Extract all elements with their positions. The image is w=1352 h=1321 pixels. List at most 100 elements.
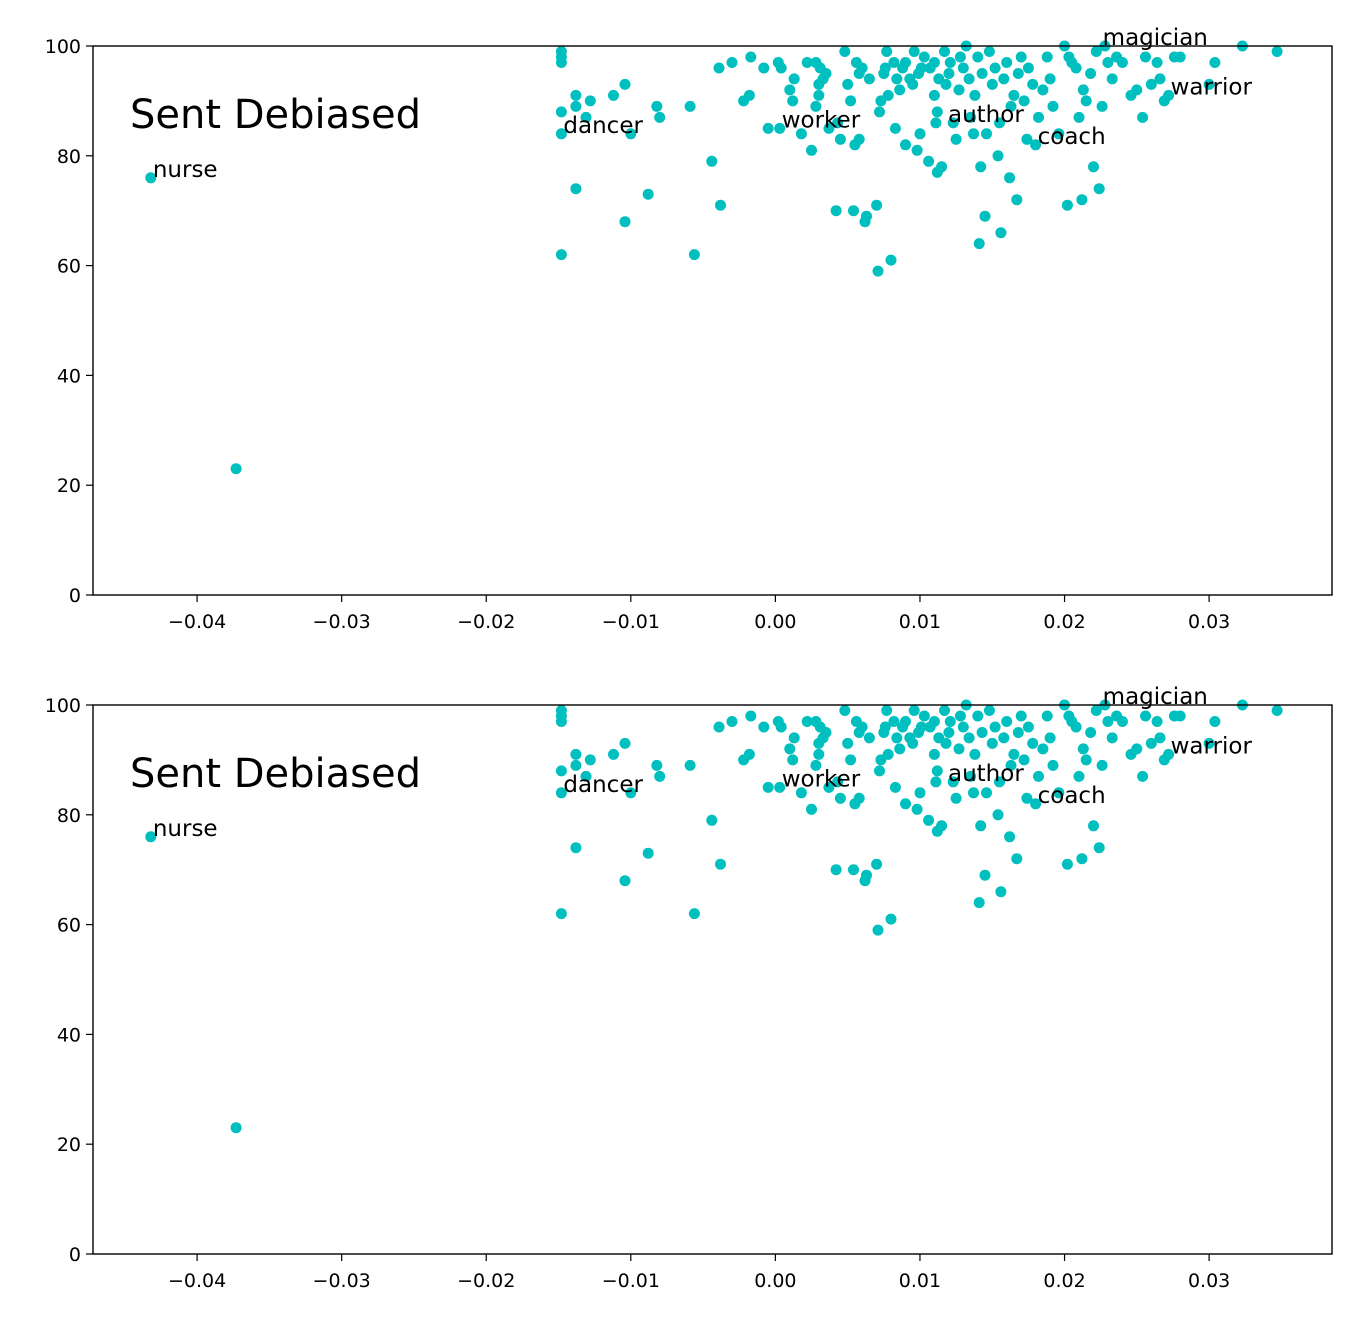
- data-point: [1073, 770, 1085, 782]
- data-point: [625, 128, 637, 140]
- data-point: [1044, 73, 1056, 85]
- data-point: [845, 754, 857, 766]
- data-point: [995, 886, 1007, 898]
- data-point: [975, 820, 987, 832]
- data-point: [1203, 737, 1215, 749]
- chart-panel-1: −0.04 −0.03 −0.02 −0.01 0.00 0.01 0.02 0.03 0 20 4…: [45, 25, 1333, 633]
- data-point: [1131, 743, 1143, 755]
- data-point: [806, 144, 817, 156]
- data-point: [908, 705, 920, 716]
- data-point: [619, 78, 631, 90]
- data-point: [570, 89, 582, 101]
- data-point: [1053, 128, 1065, 140]
- data-point: [775, 721, 787, 733]
- data-point: [872, 265, 884, 277]
- data-point: [830, 864, 842, 876]
- data-point: [1015, 710, 1027, 722]
- x-tick-label: 0.02: [1043, 1270, 1085, 1292]
- panel-label: Sent Debiased: [130, 92, 421, 138]
- data-point: [907, 737, 919, 749]
- data-point: [882, 748, 894, 760]
- data-point: [1018, 754, 1030, 766]
- data-point: [834, 133, 846, 145]
- data-point: [813, 748, 825, 760]
- data-point: [570, 759, 582, 771]
- data-point: [713, 62, 725, 74]
- data-point: [931, 765, 943, 777]
- data-point: [1041, 51, 1053, 63]
- data-point: [1085, 68, 1097, 79]
- data-point: [1018, 95, 1030, 107]
- data-point: [1151, 716, 1163, 727]
- data-point: [939, 705, 950, 716]
- data-point: [619, 737, 631, 749]
- data-point: [1012, 727, 1024, 738]
- data-point: [688, 249, 700, 261]
- data-point: [801, 57, 813, 68]
- data-point: [726, 57, 738, 68]
- data-point: [774, 781, 786, 793]
- data-point: [788, 73, 800, 85]
- point-annotation: magician: [1103, 25, 1208, 51]
- data-point: [726, 716, 738, 727]
- data-point: [795, 787, 807, 799]
- data-point: [584, 95, 596, 107]
- data-point: [684, 759, 696, 771]
- data-point: [1154, 732, 1166, 744]
- data-point: [1174, 51, 1186, 63]
- data-point: [940, 78, 952, 90]
- data-point: [989, 721, 1001, 733]
- data-point: [1271, 705, 1283, 716]
- point-annotation: author: [948, 761, 1024, 787]
- data-point: [972, 51, 984, 63]
- data-point: [954, 51, 966, 63]
- x-tick-label: −0.02: [457, 611, 515, 633]
- data-point: [654, 111, 666, 123]
- data-point: [743, 89, 755, 101]
- data-point: [992, 150, 1004, 162]
- data-point: [1080, 95, 1092, 107]
- point-annotation: nurse: [153, 157, 218, 183]
- data-point: [145, 831, 157, 843]
- data-point: [570, 100, 582, 112]
- data-point: [957, 62, 969, 74]
- data-point: [230, 1122, 242, 1134]
- data-point: [853, 133, 865, 145]
- data-point: [1106, 73, 1118, 85]
- data-point: [1073, 111, 1085, 123]
- data-point: [823, 781, 835, 793]
- data-point: [1061, 199, 1073, 211]
- data-point: [1077, 743, 1089, 755]
- data-point: [928, 89, 940, 101]
- data-point: [953, 743, 965, 755]
- data-point: [943, 727, 955, 738]
- data-point: [1151, 57, 1163, 68]
- data-point: [856, 721, 868, 733]
- data-point: [914, 128, 926, 140]
- data-point: [787, 95, 799, 107]
- data-point: [889, 781, 901, 793]
- data-point: [745, 51, 757, 63]
- point-annotation: magician: [1103, 684, 1208, 710]
- y-tick-label: 60: [57, 256, 81, 278]
- data-point: [1090, 46, 1102, 57]
- data-point: [1008, 748, 1020, 760]
- y-tick-label: 80: [57, 805, 81, 827]
- data-point: [619, 875, 631, 887]
- data-point: [986, 737, 998, 749]
- data-point: [1044, 732, 1056, 744]
- data-point: [911, 144, 923, 156]
- data-point: [981, 787, 992, 799]
- data-points: [145, 40, 1283, 475]
- data-point: [1037, 743, 1049, 755]
- data-point: [555, 908, 567, 920]
- data-point: [1070, 62, 1082, 74]
- point-annotation: worker: [782, 766, 861, 792]
- data-point: [584, 754, 596, 766]
- data-point: [1021, 792, 1033, 804]
- y-tick-label: 100: [45, 695, 81, 717]
- data-point: [1209, 57, 1221, 68]
- axes-frame: [92, 704, 1333, 1255]
- data-point: [784, 743, 796, 755]
- data-point: [874, 765, 885, 777]
